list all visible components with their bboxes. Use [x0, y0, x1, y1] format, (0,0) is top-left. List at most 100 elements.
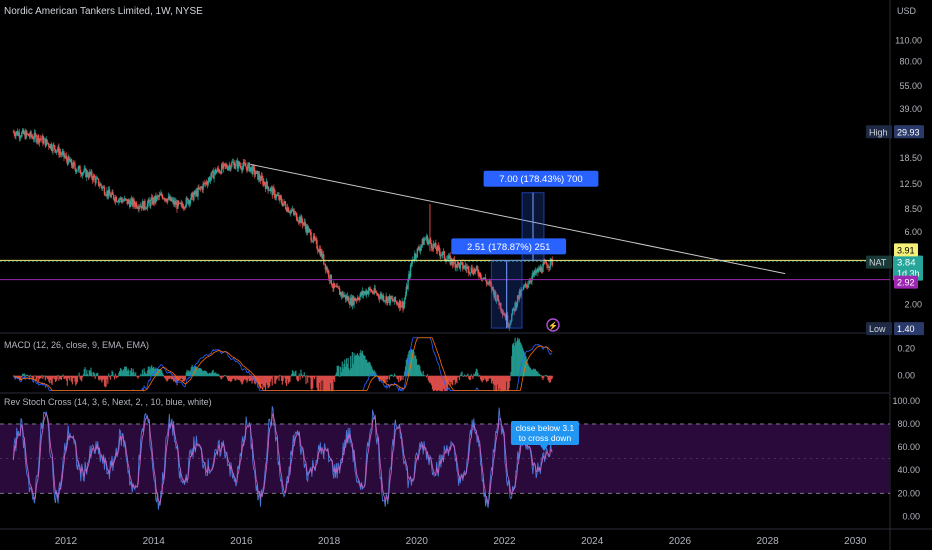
- macd-bar: [344, 359, 346, 377]
- candle-body: [279, 195, 281, 200]
- candle-body: [112, 192, 114, 195]
- macd-bar: [403, 375, 405, 377]
- candle-body: [312, 235, 315, 242]
- macd-bar: [258, 375, 260, 385]
- candle-body: [81, 172, 84, 176]
- candle-body: [133, 199, 135, 205]
- candle-body: [286, 207, 289, 212]
- candle-body: [484, 277, 487, 281]
- stoch-tick-label: 40.00: [897, 465, 920, 475]
- candle-body: [486, 282, 488, 284]
- macd-bar: [493, 375, 495, 392]
- candle-body: [203, 183, 205, 184]
- candle-body: [70, 159, 72, 163]
- candle-body: [391, 298, 393, 300]
- macd-bar: [514, 337, 516, 377]
- candle-body: [514, 302, 516, 312]
- macd-bar: [110, 375, 112, 377]
- candle-body: [497, 295, 499, 302]
- candle-body: [42, 136, 44, 144]
- macd-bar: [405, 359, 407, 377]
- candle-body: [356, 297, 359, 300]
- candle-body: [378, 296, 381, 299]
- candle-body: [387, 298, 389, 304]
- macd-bar: [218, 374, 220, 377]
- candle-body: [75, 168, 77, 172]
- candle-body: [500, 303, 502, 310]
- candle-body: [64, 155, 67, 157]
- candle-body: [176, 202, 178, 209]
- candle-body: [226, 167, 229, 170]
- macd-bar: [93, 373, 95, 377]
- macd-bar: [38, 375, 40, 381]
- macd-bar: [454, 375, 456, 385]
- candle-body: [464, 265, 467, 268]
- candle-body: [417, 247, 419, 249]
- candle-body: [536, 269, 538, 272]
- macd-bar: [443, 375, 445, 391]
- macd-bar: [342, 368, 344, 377]
- macd-bar: [460, 372, 462, 377]
- macd-bar: [187, 371, 189, 377]
- high-value-bg: [894, 125, 924, 139]
- macd-bar: [159, 369, 161, 377]
- candle-body: [467, 266, 469, 268]
- price-tick-label: 6.00: [904, 227, 922, 237]
- candle-body: [192, 192, 194, 201]
- macd-bar: [427, 375, 429, 381]
- macd-bar: [309, 375, 311, 378]
- macd-bar: [531, 370, 533, 377]
- macd-bar: [311, 375, 313, 391]
- macd-bar: [502, 375, 504, 392]
- macd-bar: [286, 375, 289, 380]
- candle-body: [117, 201, 119, 203]
- candle-body: [380, 294, 382, 296]
- macd-bar: [415, 358, 418, 377]
- candle-body: [88, 172, 90, 178]
- macd-bar: [449, 375, 451, 387]
- candle-body: [223, 163, 225, 165]
- macd-bar: [513, 345, 515, 377]
- stoch-pane: [12, 406, 553, 510]
- candle-body: [525, 283, 527, 286]
- candle-body: [50, 144, 53, 150]
- macd-bar: [19, 375, 21, 381]
- macd-bar: [295, 370, 297, 377]
- candle-body: [489, 281, 491, 284]
- candle-body: [196, 190, 198, 197]
- candle-body: [390, 296, 392, 299]
- candle-body: [37, 135, 39, 141]
- macd-bar: [136, 375, 138, 378]
- candle-body: [281, 202, 284, 206]
- macd-bar: [308, 375, 310, 377]
- macd-bar: [184, 375, 187, 380]
- macd-bar: [468, 375, 470, 379]
- macd-bar: [301, 373, 303, 377]
- macd-bar: [254, 375, 256, 385]
- macd-bar: [431, 375, 434, 390]
- macd-bar: [241, 375, 243, 385]
- macd-bar: [526, 359, 528, 377]
- candle-body: [129, 200, 132, 207]
- macd-bar: [394, 375, 396, 377]
- candle-body: [479, 272, 481, 277]
- candle-body: [505, 315, 507, 321]
- macd-bar: [402, 375, 404, 380]
- macd-bar: [465, 375, 467, 378]
- candle-body: [323, 263, 326, 265]
- candle-body: [418, 247, 420, 250]
- low-value: 1.40: [897, 324, 915, 334]
- macd-bar: [245, 375, 247, 381]
- macd-bar: [368, 361, 370, 377]
- macd-bar: [434, 375, 436, 391]
- macd-bar: [341, 361, 343, 377]
- candle-body: [290, 210, 292, 213]
- macd-bar: [129, 375, 131, 377]
- candle-body: [510, 321, 512, 324]
- macd-bar: [260, 375, 262, 384]
- macd-bar: [331, 375, 333, 392]
- macd-bar: [39, 375, 41, 379]
- macd-bar: [409, 350, 412, 377]
- macd-bar: [56, 375, 58, 380]
